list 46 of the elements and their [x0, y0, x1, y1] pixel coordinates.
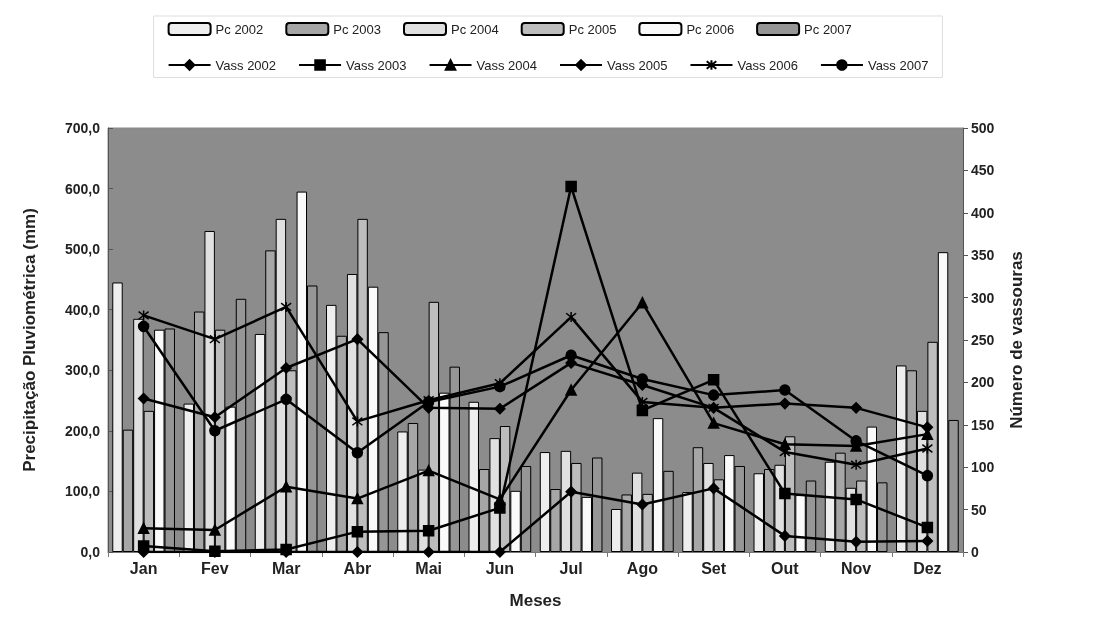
y-tick-label: 600,0: [64, 180, 101, 197]
y-tick-label: 200,0: [64, 422, 101, 439]
y2-tick-label: 50: [971, 501, 987, 518]
legend-label: Vass 2002: [215, 57, 277, 73]
y2-tick-label: 350: [971, 247, 995, 264]
legend-label: Vass 2006: [737, 57, 798, 73]
x-axis-title: Meses: [509, 591, 562, 610]
y2-tick-label: 100: [971, 459, 995, 476]
x-tick-label: Out: [771, 559, 800, 577]
x-tick-label: Nov: [841, 559, 872, 577]
x-tick-label: Dez: [913, 559, 942, 577]
x-tick-label: Jul: [559, 559, 583, 577]
y2-tick-label: 250: [971, 332, 995, 348]
y2-axis-title: Número de vassouras: [1007, 251, 1026, 429]
x-tick-label: Ago: [626, 559, 659, 577]
x-tick-label: Set: [701, 559, 727, 577]
y2-tick-label: 450: [971, 162, 995, 179]
legend-label: Vass 2003: [346, 57, 407, 73]
legend-label: Vass 2005: [607, 57, 668, 73]
legend-label: Pc 2002: [215, 21, 264, 37]
x-tick-label: Fev: [201, 559, 229, 577]
x-tick-label: Mar: [271, 559, 301, 577]
legend-label: Pc 2007: [804, 21, 852, 37]
legend-label: Pc 2005: [568, 21, 617, 37]
y-tick-label: 500,0: [64, 241, 101, 258]
legend-label: Pc 2003: [333, 21, 381, 37]
y2-tick-label: 300: [971, 289, 995, 306]
y-tick-label: 400,0: [64, 301, 101, 318]
x-tick-label: Mai: [415, 559, 442, 577]
y2-tick-label: 200: [971, 374, 995, 391]
x-tick-label: Jan: [129, 559, 158, 577]
x-tick-label: Abr: [343, 559, 372, 577]
legend-label: Pc 2006: [686, 21, 735, 37]
legend-label: Pc 2004: [451, 21, 499, 37]
y-tick-label: 100,0: [64, 483, 101, 500]
y2-tick-label: 400: [971, 204, 995, 221]
y-tick-label: 700,0: [64, 120, 101, 136]
y-tick-label: 300,0: [64, 362, 101, 379]
y-tick-label: 0,0: [80, 544, 101, 560]
y-axis-title: Precipitação Pluviométrica (mm): [20, 208, 39, 472]
legend-label: Vass 2007: [867, 57, 929, 73]
y2-tick-label: 500: [971, 120, 995, 136]
y2-tick-label: 150: [971, 416, 995, 433]
y2-tick-label: 0: [971, 544, 979, 560]
legend-label: Vass 2004: [476, 57, 537, 73]
x-tick-label: Jun: [485, 559, 515, 577]
